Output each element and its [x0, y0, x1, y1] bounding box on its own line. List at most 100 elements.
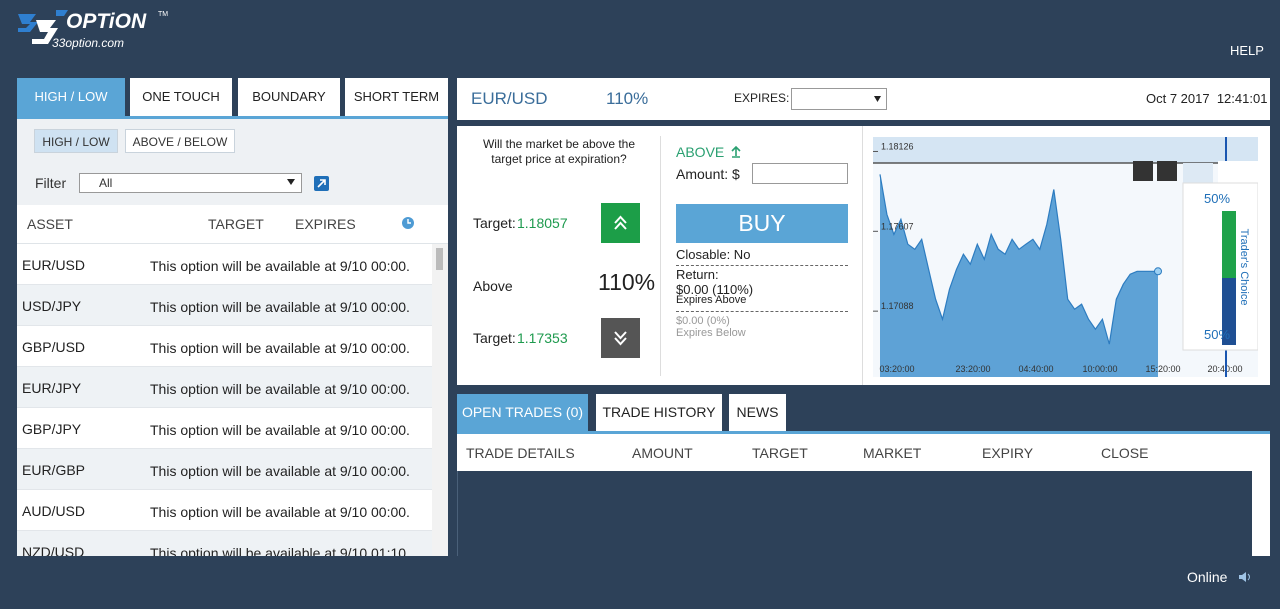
expires-label: EXPIRES:: [734, 91, 790, 105]
connection-status: Online: [1187, 569, 1228, 585]
direction-icon: [731, 145, 741, 158]
trades-column: AMOUNT: [632, 445, 693, 461]
asset-row[interactable]: AUD/USD This option will be available at …: [17, 490, 432, 531]
traders-choice-panel: [1182, 182, 1258, 351]
asset-status: This option will be available at 9/10 00…: [150, 299, 410, 315]
trades-header: [457, 434, 1252, 471]
logo-site: 33option.com: [52, 36, 125, 50]
product-tab[interactable]: ONE TOUCH: [130, 78, 232, 116]
x-tick-label: 04:40:00: [1018, 364, 1053, 374]
price-chart: 1.17088 1.17607 1.18126 03:20:00 23:20:00 04:…: [873, 137, 1258, 377]
amount-input[interactable]: [752, 163, 848, 184]
logo-mark: [18, 10, 68, 44]
trades-body: [457, 471, 1252, 556]
expires-select[interactable]: [791, 88, 887, 110]
divider: [862, 126, 863, 385]
choice-title: Trader's Choice: [1238, 229, 1250, 306]
tab-underline: [457, 431, 1270, 434]
dash: [676, 311, 848, 312]
return-below: $0.00 (0%): [676, 315, 730, 327]
filter-select[interactable]: All: [79, 173, 302, 193]
put-button[interactable]: [601, 318, 640, 358]
call-button[interactable]: [601, 203, 640, 243]
target-value: 1.17353: [517, 330, 568, 346]
asset-status: This option will be available at 9/10 00…: [150, 422, 410, 438]
asset-row[interactable]: EUR/USD This option will be available at …: [17, 244, 432, 285]
x-tick-label: 15:20:00: [1145, 364, 1180, 374]
product-tab[interactable]: BOUNDARY: [238, 78, 340, 116]
asset-status: This option will be available at 9/10 00…: [150, 258, 410, 274]
help-link[interactable]: HELP: [1230, 43, 1264, 58]
asset-name: EUR/GBP: [22, 462, 86, 478]
filter-label: Filter: [35, 175, 67, 191]
choice-down-label: 50%: [1204, 327, 1230, 342]
asset-status: This option will be available at 9/10 00…: [150, 463, 410, 479]
asset-row[interactable]: GBP/JPY This option will be available at …: [17, 408, 432, 449]
sub-tab[interactable]: ABOVE / BELOW: [125, 129, 235, 153]
trade-payout: 110%: [606, 89, 649, 108]
target-label: Target:: [473, 215, 516, 231]
scrollbar: [432, 244, 448, 556]
asset-status: This option will be available at 9/10 00…: [150, 340, 410, 356]
chart-band: [873, 137, 1258, 163]
product-tab[interactable]: HIGH / LOW: [17, 78, 125, 116]
asset-name: AUD/USD: [22, 503, 86, 519]
product-tab[interactable]: SHORT TERM: [345, 78, 448, 116]
buy-button[interactable]: BUY: [676, 204, 848, 243]
closable: Closable: No: [676, 247, 751, 262]
asset-status: This option will be available at 9/10 00…: [150, 504, 410, 520]
asset-row[interactable]: NZD/USD This option will be available at …: [17, 531, 432, 556]
expires-below: Expires Below: [676, 327, 746, 339]
datetime: Oct 7 2017 12:41:01: [1146, 91, 1268, 106]
expand-icon[interactable]: [314, 176, 329, 191]
return-label: Return:: [676, 267, 719, 282]
logo-trademark: TM: [158, 11, 169, 18]
selected-direction: ABOVE: [676, 144, 725, 160]
price-line: [879, 174, 1158, 345]
clock-icon[interactable]: [401, 216, 415, 230]
trades-tab[interactable]: OPEN TRADES (0): [457, 394, 588, 431]
amount-label: Amount: $: [676, 166, 740, 182]
trades-tab[interactable]: NEWS: [729, 394, 786, 431]
sub-tab[interactable]: HIGH / LOW: [34, 129, 118, 153]
asset-row[interactable]: GBP/USD This option will be available at …: [17, 326, 432, 367]
area-fill: [880, 174, 1158, 377]
asset-name: GBP/USD: [22, 339, 86, 355]
expires-above: Expires Above: [676, 294, 747, 306]
choice-bar: [1222, 211, 1236, 278]
direction: Above: [473, 278, 513, 294]
asset-table-header: [17, 205, 448, 244]
tool-icon: [1157, 161, 1177, 181]
x-tick-label: 10:00:00: [1082, 364, 1117, 374]
asset-name: EUR/JPY: [22, 380, 82, 396]
column-header: TARGET: [208, 216, 264, 232]
trades-column: TARGET: [752, 445, 808, 461]
x-tick-label: 03:20:00: [879, 364, 914, 374]
select-arrow[interactable]: [874, 96, 881, 102]
x-tick-label: 23:20:00: [955, 364, 990, 374]
y-tick-label: 1.17607: [881, 221, 914, 231]
column-header: EXPIRES: [295, 216, 356, 232]
asset-list: EUR/USD This option will be available at …: [17, 244, 432, 556]
asset-row[interactable]: USD/JPY This option will be available at …: [17, 285, 432, 326]
y-tick-label: 1.18126: [881, 141, 914, 151]
divider: [660, 136, 661, 376]
trades-tab[interactable]: TRADE HISTORY: [596, 394, 722, 431]
asset-name: GBP/JPY: [22, 421, 82, 437]
return-above: $0.00 (110%): [676, 282, 754, 297]
asset-row[interactable]: EUR/GBP This option will be available at …: [17, 449, 432, 490]
question: Will the market be above the target pric…: [482, 137, 636, 166]
select-arrow[interactable]: [287, 179, 295, 185]
trades-column: MARKET: [863, 445, 922, 461]
trades-scroll: [1252, 434, 1270, 556]
choice-bar: [1222, 278, 1236, 345]
target-label: Target:: [473, 330, 516, 346]
last-price-marker: [1154, 267, 1162, 276]
tab-underline: [17, 116, 448, 119]
y-tick-label: 1.17088: [881, 301, 914, 311]
tool-icon: [1183, 163, 1213, 183]
asset-row[interactable]: EUR/JPY This option will be available at …: [17, 367, 432, 408]
trade-asset: EUR/USD: [471, 89, 548, 108]
speaker-icon[interactable]: [1238, 570, 1252, 584]
